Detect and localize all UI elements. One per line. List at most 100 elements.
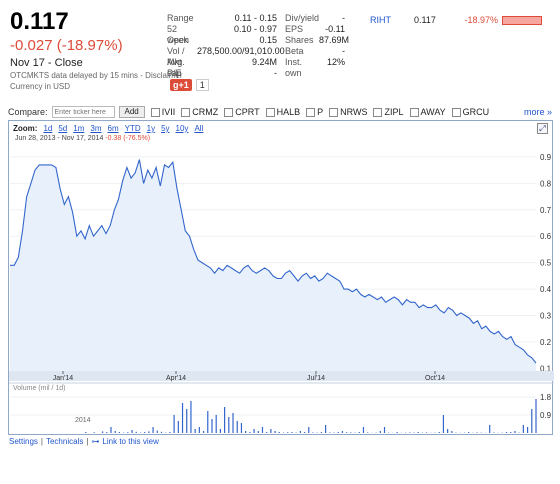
volume-bar [526, 427, 529, 433]
stat-label: Shares [285, 35, 314, 45]
compare-ticker[interactable]: P [306, 107, 323, 117]
volume-bar [106, 432, 108, 433]
volume-bar [438, 432, 440, 433]
zoom-option[interactable]: 3m [90, 124, 102, 133]
price-change: -0.027 (-18.97%) [10, 37, 123, 54]
compare-ticker[interactable]: ZIPL [373, 107, 404, 117]
stat-value: - [342, 46, 345, 56]
volume-bar [308, 427, 310, 433]
volume-bar [266, 432, 268, 433]
zoom-option[interactable]: 10y [175, 124, 189, 133]
zoom-label: Zoom: [13, 124, 38, 133]
stat-label: Open [167, 35, 190, 45]
zoom-option[interactable]: YTD [124, 124, 141, 133]
volume-bar [425, 432, 428, 433]
stat-value: - [274, 68, 277, 78]
related-change-bar [502, 15, 542, 25]
navigator-year-label: 2014 [75, 417, 91, 424]
google-plus-widget: g+1 1 [170, 79, 209, 91]
zoom-option[interactable]: 1m [73, 124, 85, 133]
volume-bar [362, 427, 365, 433]
link-to-view[interactable]: Link to this view [102, 437, 159, 446]
volume-bar [245, 431, 247, 433]
x-tick-label: Jul'14 [307, 375, 325, 382]
chart-canvas[interactable]: 0.9 0.8 0.7 0.6 0.5 0.4 0.3 0.2 0.1 Jan'14 Apr'14 J… [9, 121, 554, 436]
compare-checkbox[interactable] [451, 107, 461, 117]
y-tick-label: 0.1 [540, 364, 552, 373]
zoom-option[interactable]: 5y [161, 124, 170, 133]
delay-note: OTCMKTS data delayed by 15 mins - Discla… [10, 71, 183, 80]
related-price: 0.117 [414, 15, 436, 25]
volume-bar [253, 429, 255, 433]
volume-bar [312, 432, 314, 433]
compare-ticker[interactable]: GRCU [451, 107, 490, 117]
zoom-option[interactable]: 5d [58, 124, 68, 133]
volume-bar [531, 409, 533, 433]
stat-label: EPS [285, 24, 304, 34]
add-ticker-button[interactable]: Add [118, 106, 145, 118]
compare-checkbox[interactable] [265, 107, 275, 117]
volume-bar [325, 425, 327, 433]
separator: | [40, 437, 43, 446]
compare-checkbox[interactable] [329, 107, 339, 117]
price-line [10, 159, 537, 364]
volume-bar [173, 415, 175, 433]
volume-bar [169, 432, 171, 433]
compare-ticker[interactable]: AWAY [409, 107, 446, 117]
expand-icon[interactable]: ⤢ [537, 123, 548, 134]
zoom-option[interactable]: 6m [107, 124, 119, 133]
compare-checkbox[interactable] [373, 107, 383, 117]
y-tick-label: 0.5 [540, 259, 552, 268]
compare-ticker[interactable]: IVII [150, 107, 175, 117]
compare-checkbox[interactable] [224, 107, 234, 117]
stat-value: - [342, 13, 345, 23]
compare-checkbox[interactable] [306, 107, 316, 117]
volume-bar [522, 425, 524, 433]
plus-one-button[interactable]: g+1 [170, 79, 192, 91]
stat-value: 0.11 - 0.15 [234, 13, 277, 23]
stat-label: Mkt cap [167, 57, 182, 78]
related-change: -18.97% [464, 15, 498, 25]
volume-bar [329, 432, 331, 433]
volume-bar [211, 419, 213, 433]
volume-bar [535, 399, 537, 433]
price-chart: Zoom: 1d 5d 1m 3m 6m YTD 1y 5y 10y All J… [8, 120, 554, 436]
stat-value: 9.24M [251, 57, 277, 67]
compare-bar: Compare: Add IVII CRMZ CPRT HALB P NRWS … [8, 105, 552, 119]
stat-value: 278,500.00/91,010.00 [197, 46, 285, 56]
volume-bar [224, 407, 226, 433]
compare-ticker-input[interactable] [51, 106, 115, 118]
y-tick-label: 0.8 [540, 179, 552, 188]
y-tick-label: 0.2 [540, 338, 552, 347]
zoom-option[interactable]: 1y [146, 124, 156, 133]
stat-label: Vol / Avg. [167, 46, 185, 67]
stats-table-left: Range 0.11 - 0.15 52 week 0.10 - 0.97 Open… [167, 13, 285, 79]
zoom-option[interactable]: All [194, 124, 204, 133]
plus-one-count: 1 [195, 79, 209, 91]
zoom-controls: Zoom: 1d 5d 1m 3m 6m YTD 1y 5y 10y All [13, 124, 203, 133]
volume-bar [341, 431, 344, 433]
compare-checkbox[interactable] [181, 107, 191, 117]
compare-ticker-label: AWAY [420, 107, 446, 117]
compare-ticker-label: GRCU [462, 107, 490, 117]
volume-bar [156, 430, 158, 433]
volume-bar [215, 415, 217, 433]
compare-ticker-label: P [317, 107, 324, 117]
more-link[interactable]: more » [523, 107, 552, 117]
volume-bar [291, 432, 293, 433]
settings-link[interactable]: Settings [9, 437, 38, 446]
compare-ticker[interactable]: NRWS [329, 107, 367, 117]
x-tick-label: Apr'14 [166, 375, 186, 382]
compare-ticker[interactable]: HALB [265, 107, 300, 117]
stat-label: 52 week [167, 24, 189, 45]
zoom-option[interactable]: 1d [43, 124, 53, 133]
technicals-link[interactable]: Technicals [45, 437, 84, 446]
volume-bar [383, 427, 386, 433]
volume-bar [249, 432, 251, 433]
volume-bar [177, 421, 179, 433]
compare-ticker[interactable]: CRMZ [181, 107, 218, 117]
compare-checkbox[interactable] [409, 107, 419, 117]
compare-ticker[interactable]: CPRT [224, 107, 260, 117]
related-symbol-link[interactable]: RIHT [370, 15, 391, 25]
compare-checkbox[interactable] [150, 107, 160, 117]
